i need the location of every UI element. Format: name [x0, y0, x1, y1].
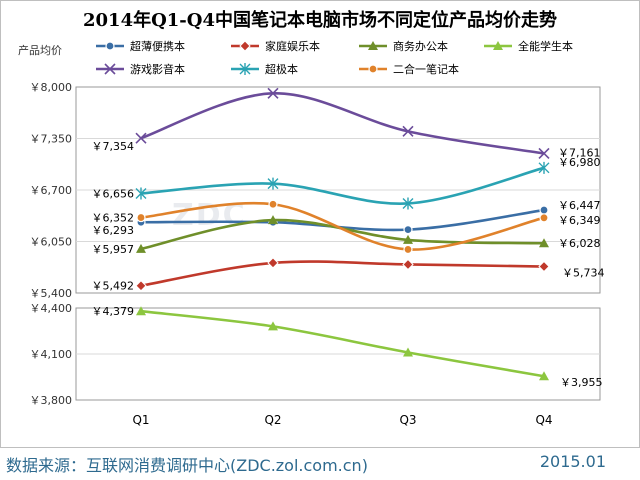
data-label: ￥6,447 [558, 199, 601, 212]
y-tick-label: ￥6,050 [30, 236, 73, 249]
lower-plot: ￥4,400 ￥4,100 ￥3,800 [30, 302, 601, 407]
data-label: ￥3,955 [560, 376, 603, 389]
y-tick-label: ￥7,350 [30, 133, 73, 146]
data-point [239, 63, 251, 75]
data-point [539, 205, 549, 215]
data-label: ￥6,349 [558, 214, 601, 227]
data-point [403, 244, 413, 255]
series-line [140, 92, 545, 155]
data-point [104, 63, 116, 75]
legend-item: 超极本 [231, 62, 298, 76]
data-point [267, 177, 279, 190]
y-tick-label: ￥8,000 [30, 81, 73, 94]
data-label: ￥7,354 [92, 140, 135, 153]
x-axis: Q1 Q2 Q3 Q4 [132, 413, 552, 427]
data-point [402, 258, 414, 271]
data-point [539, 238, 549, 248]
data-point [268, 199, 278, 209]
series-游戏影音本: ￥7,354 ￥7,161 [92, 87, 601, 160]
data-point [105, 41, 115, 51]
publish-date: 2015.01 [539, 452, 606, 471]
series-line [140, 166, 545, 205]
data-label: ￥4,379 [92, 305, 135, 318]
data-label: ￥5,957 [92, 243, 135, 256]
data-label: ￥6,980 [558, 156, 601, 169]
legend-item: 全能学生本 [484, 39, 573, 53]
data-label: ￥5,734 [562, 267, 605, 280]
data-point [268, 321, 278, 331]
data-point [402, 197, 414, 210]
data-label: ￥6,656 [92, 187, 135, 200]
data-point [403, 225, 413, 235]
data-source: 数据来源：互联网消费调研中心(ZDC.zol.com.cn) [6, 456, 368, 475]
y-tick-label: ￥3,800 [30, 394, 73, 407]
x-tick-label: Q3 [399, 413, 416, 427]
series-line [140, 208, 545, 232]
data-point [135, 280, 147, 292]
legend-item: 游戏影音本 [96, 62, 185, 76]
legend-label: 二合一笔记本 [393, 62, 459, 76]
legend-label: 商务办公本 [393, 39, 448, 53]
data-label: ￥6,352 [92, 212, 135, 225]
legend-item: 超薄便携本 [96, 39, 185, 53]
series-超极本: ￥6,656 ￥6,980 [92, 156, 601, 210]
footer [0, 448, 640, 480]
series-line [140, 260, 545, 287]
data-point [268, 215, 278, 225]
legend-label: 全能学生本 [518, 39, 573, 53]
data-label: ￥7,161 [558, 146, 601, 159]
chart-title: 2014年Q1-Q4中国笔记本电脑市场不同定位产品均价走势 [83, 10, 557, 31]
legend-item: 商务办公本 [359, 39, 448, 53]
x-tick-label: Q1 [132, 413, 149, 427]
series-line [140, 218, 545, 251]
y-tick-label: ￥4,100 [30, 348, 73, 361]
data-point [538, 260, 550, 273]
legend-item: 家庭娱乐本 [231, 39, 320, 53]
data-point [136, 306, 146, 316]
data-label: ￥6,028 [558, 237, 601, 250]
data-point [135, 132, 147, 144]
legend-label: 超极本 [265, 62, 298, 76]
y-tick-label: ￥5,400 [30, 287, 73, 300]
data-point [538, 147, 550, 160]
data-point [239, 40, 251, 52]
legend-label: 超薄便携本 [130, 39, 185, 53]
data-point [403, 234, 413, 244]
data-point [136, 243, 146, 253]
data-point [403, 347, 413, 357]
data-point [368, 64, 378, 74]
x-tick-label: Q2 [264, 413, 281, 427]
series-全能学生本: ￥4,379 ￥3,955 [92, 305, 603, 389]
data-point [267, 87, 279, 99]
data-point [402, 125, 414, 137]
series-line [140, 309, 545, 378]
legend-item: 二合一笔记本 [359, 62, 459, 76]
legend-label: 游戏影音本 [130, 62, 185, 76]
legend-label: 家庭娱乐本 [265, 39, 320, 53]
y-tick-label: ￥6,700 [30, 184, 73, 197]
data-point [368, 41, 378, 50]
y-tick-label: ￥4,400 [30, 302, 73, 315]
series-家庭娱乐本: ￥5,492 ￥5,734 [92, 257, 605, 293]
data-point [493, 41, 503, 50]
data-point [136, 212, 146, 223]
data-point [538, 161, 550, 174]
series-二合一笔记本: ￥6,352 ￥6,349 [92, 199, 601, 255]
data-point [539, 213, 549, 223]
x-tick-label: Q4 [535, 413, 552, 427]
data-point [267, 257, 279, 269]
series-line [140, 201, 545, 251]
data-point [135, 187, 147, 200]
y-axis-label: 产品均价 [18, 44, 62, 57]
data-label: ￥5,492 [92, 280, 135, 293]
data-label: ￥6,293 [92, 224, 135, 237]
data-point [539, 371, 549, 381]
